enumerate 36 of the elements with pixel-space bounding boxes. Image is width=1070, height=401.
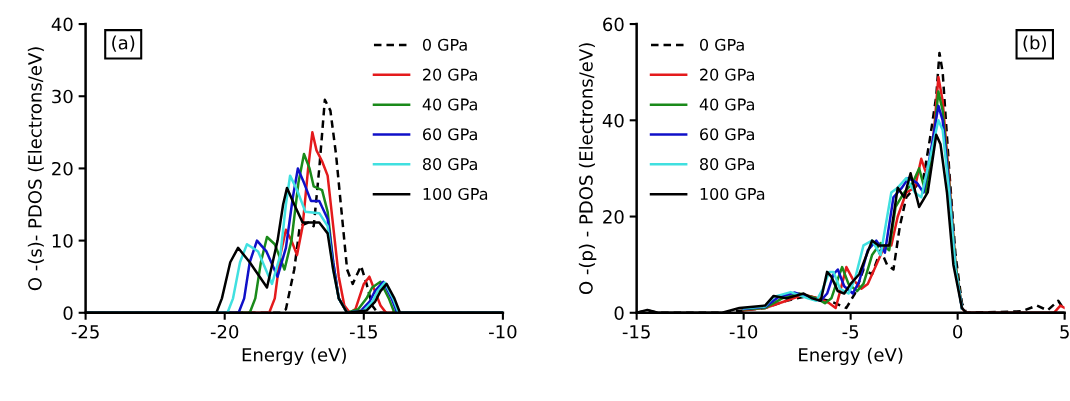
legend-label: 60 GPa — [423, 128, 477, 141]
annotation: (a) — [112, 35, 135, 52]
legend-label: 20 GPa — [700, 68, 754, 81]
x-tick-label: -10 — [729, 324, 758, 339]
annotation: (b) — [1023, 35, 1046, 52]
y-tick-label: 0 — [614, 306, 624, 320]
x-tick-label: -10 — [489, 324, 517, 339]
legend-label: 40 GPa — [422, 98, 477, 111]
x-tick-label: 5 — [1060, 325, 1069, 339]
y-tick-label: 0 — [63, 306, 73, 320]
x-tick-label: -15 — [349, 325, 377, 339]
legend-label: 80 GPa — [700, 158, 754, 171]
y-tick-label: 30 — [52, 89, 73, 104]
legend-label: 0 GPa — [422, 38, 467, 51]
y-tick-label: 60 — [603, 17, 624, 32]
x-tick-label: -20 — [210, 324, 239, 339]
legend-label: 20 GPa — [423, 68, 477, 81]
x-axis-title: Energy (eV) — [242, 347, 346, 366]
legend-label: 100 GPa — [700, 187, 765, 200]
legend-label: 60 GPa — [700, 128, 754, 141]
legend-label: 0 GPa — [699, 38, 744, 51]
x-tick-label: -5 — [842, 325, 859, 339]
y-tick-label: 10 — [52, 234, 73, 248]
x-axis-title: Energy (eV) — [799, 347, 903, 366]
y-tick-label: 20 — [603, 210, 624, 224]
x-tick-label: 0 — [953, 324, 963, 339]
x-tick-label: -25 — [71, 324, 99, 339]
legend-label: 40 GPa — [699, 98, 754, 111]
y-axis-title: O -(p) - PDOS (Electrons/eV) — [578, 43, 597, 295]
legend-label: 100 GPa — [423, 187, 488, 200]
y-axis-title: O -(s)- PDOS (Electrons/eV) — [27, 47, 44, 291]
legend-label: 80 GPa — [422, 158, 477, 171]
y-tick-label: 20 — [52, 161, 73, 176]
x-tick-label: -15 — [622, 325, 650, 339]
y-tick-label: 40 — [602, 113, 624, 128]
y-tick-label: 40 — [51, 17, 73, 32]
